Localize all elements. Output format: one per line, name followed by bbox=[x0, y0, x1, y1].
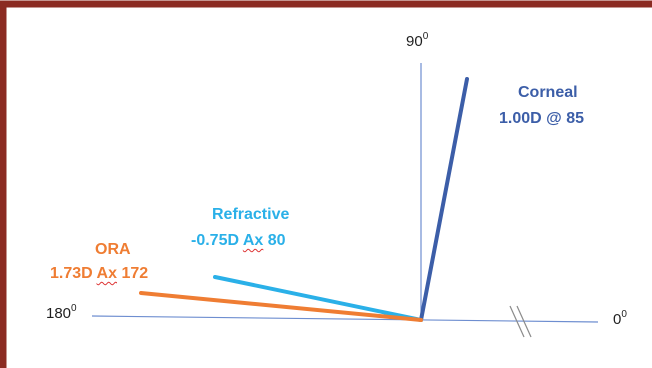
refractive-meridian-line bbox=[213, 275, 423, 322]
ora-value-label: 1.73D Ax 172 bbox=[50, 265, 149, 282]
corneal-value-label: 1.00D @ 85 bbox=[499, 110, 584, 127]
corneal-meridian-line bbox=[419, 77, 469, 322]
corneal-name-label: Corneal bbox=[518, 84, 578, 101]
axis-break-mark-2 bbox=[516, 305, 532, 338]
horizontal-axis bbox=[91, 315, 599, 323]
axis-break-mark-1 bbox=[509, 305, 525, 338]
axis-label-90: 900 bbox=[406, 31, 429, 50]
axis-label-0: 00 bbox=[613, 309, 627, 328]
ora-name-label: ORA bbox=[95, 241, 131, 258]
axis-label-180: 1800 bbox=[46, 303, 77, 322]
refractive-name-label: Refractive bbox=[212, 206, 290, 223]
refractive-value-label: -0.75D Ax 80 bbox=[191, 232, 286, 249]
ora-meridian-line bbox=[139, 291, 423, 322]
